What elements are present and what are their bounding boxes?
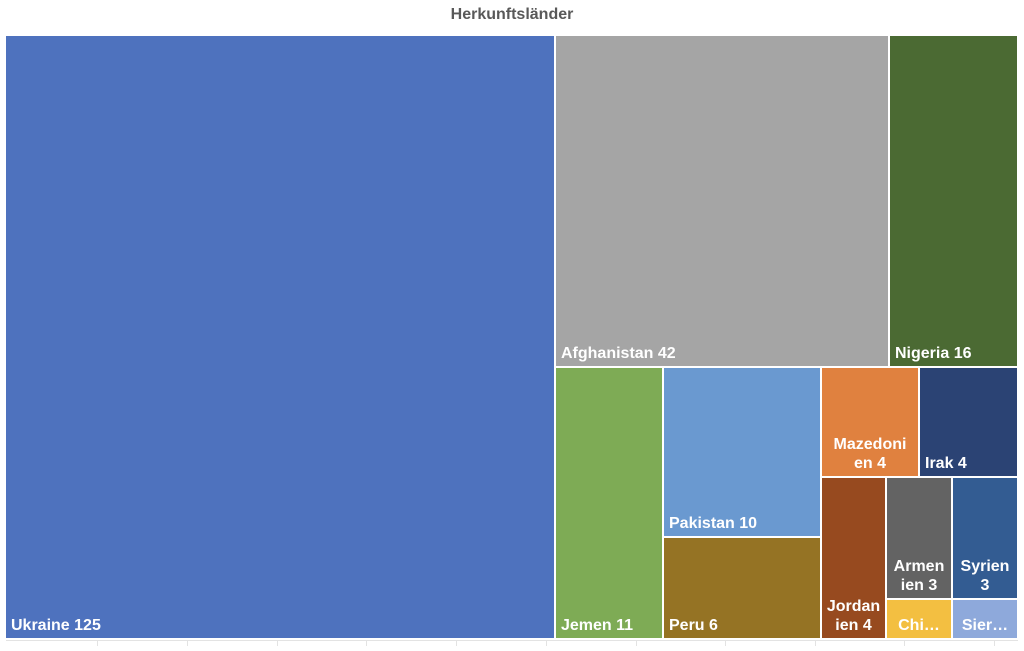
tile-sierra-leone[interactable]: Sier… (953, 600, 1017, 638)
axis-tick (904, 641, 905, 646)
tile-mazedonien[interactable]: Mazedoni en 4 (822, 368, 918, 476)
tile-label-syrien: Syrien (961, 558, 1010, 575)
tile-nigeria[interactable]: Nigeria 16 (890, 36, 1017, 366)
tile-label-pakistan: Pakistan 10 (669, 515, 757, 532)
tile-rect-peru (664, 538, 820, 638)
tile-rect-irak (920, 368, 1017, 476)
tile-rect-pakistan (664, 368, 820, 536)
tile-label-jordanien: ien 4 (835, 617, 872, 634)
tile-label-china: Chi… (898, 617, 940, 634)
tile-label-jemen: Jemen 11 (561, 617, 633, 634)
tile-afghanistan[interactable]: Afghanistan 42 (556, 36, 888, 366)
tile-label-sierra-leone: Sier… (962, 617, 1008, 634)
tile-label-mazedonien: Mazedoni (834, 436, 907, 453)
tile-syrien[interactable]: Syrien 3 (953, 478, 1017, 598)
tile-label-armenien: Armen (894, 558, 945, 575)
tile-peru[interactable]: Peru 6 (664, 538, 820, 638)
axis-tick (187, 641, 188, 646)
tile-rect-nigeria (890, 36, 1017, 366)
axis-tick (97, 641, 98, 646)
tile-label-mazedonien: en 4 (854, 455, 886, 472)
tile-label-ukraine: Ukraine 125 (11, 617, 101, 634)
tile-china[interactable]: Chi… (887, 600, 951, 638)
tile-jordanien[interactable]: Jordan ien 4 (822, 478, 885, 638)
axis-tick (456, 641, 457, 646)
axis-tick (725, 641, 726, 646)
tile-label-syrien: 3 (981, 577, 990, 594)
tile-jemen[interactable]: Jemen 11 (556, 368, 662, 638)
axis-tick (636, 641, 637, 646)
tile-label-nigeria: Nigeria 16 (895, 345, 972, 362)
tile-rect-sierra-leone (953, 600, 1017, 638)
tile-armenien[interactable]: Armen ien 3 (887, 478, 951, 598)
tile-rect-syrien (953, 478, 1017, 598)
tile-irak[interactable]: Irak 4 (920, 368, 1017, 476)
tile-label-jordanien: Jordan (827, 598, 880, 615)
tile-rect-mazedonien (822, 368, 918, 476)
tile-label-irak: Irak 4 (925, 455, 967, 472)
tile-label-armenien: ien 3 (901, 577, 938, 594)
tile-label-peru: Peru 6 (669, 617, 718, 634)
tile-rect-armenien (887, 478, 951, 598)
tile-ukraine[interactable]: Ukraine 125 (6, 36, 554, 638)
axis-tick (546, 641, 547, 646)
chart-title: Herkunftsländer (450, 6, 574, 23)
axis-tick (815, 641, 816, 646)
axis-tick (277, 641, 278, 646)
axis-tick (366, 641, 367, 646)
tile-rect-ukraine (6, 36, 554, 638)
tile-rect-jordanien (822, 478, 885, 638)
bottom-axis (6, 640, 1018, 651)
tile-pakistan[interactable]: Pakistan 10 (664, 368, 820, 536)
tile-rect-afghanistan (556, 36, 888, 366)
tile-rect-jemen (556, 368, 662, 638)
axis-tick (994, 641, 995, 646)
tile-rect-china (887, 600, 951, 638)
tile-label-afghanistan: Afghanistan 42 (561, 345, 676, 362)
